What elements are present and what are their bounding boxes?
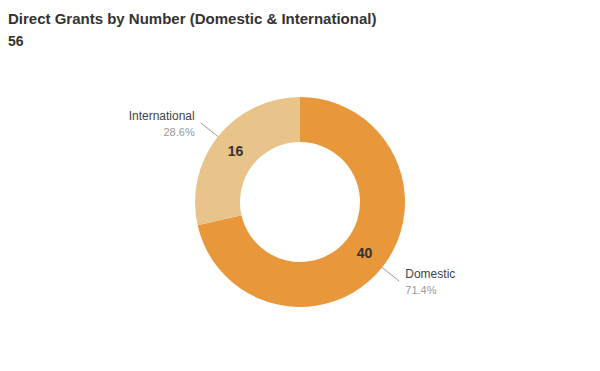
svg-text:28.6%: 28.6% — [164, 126, 195, 138]
html-text:Direct Grants by Number (Domes: Direct Grants by Number (Domestic & Inte… — [8, 10, 377, 27]
svg-text:International: International — [129, 109, 195, 123]
html-text:56: 56 — [8, 33, 24, 49]
svg-text:16: 16 — [228, 143, 244, 159]
svg-text:71.4%: 71.4% — [405, 284, 436, 296]
svg-text:Domestic: Domestic — [405, 267, 455, 281]
svg-text:40: 40 — [357, 245, 373, 261]
